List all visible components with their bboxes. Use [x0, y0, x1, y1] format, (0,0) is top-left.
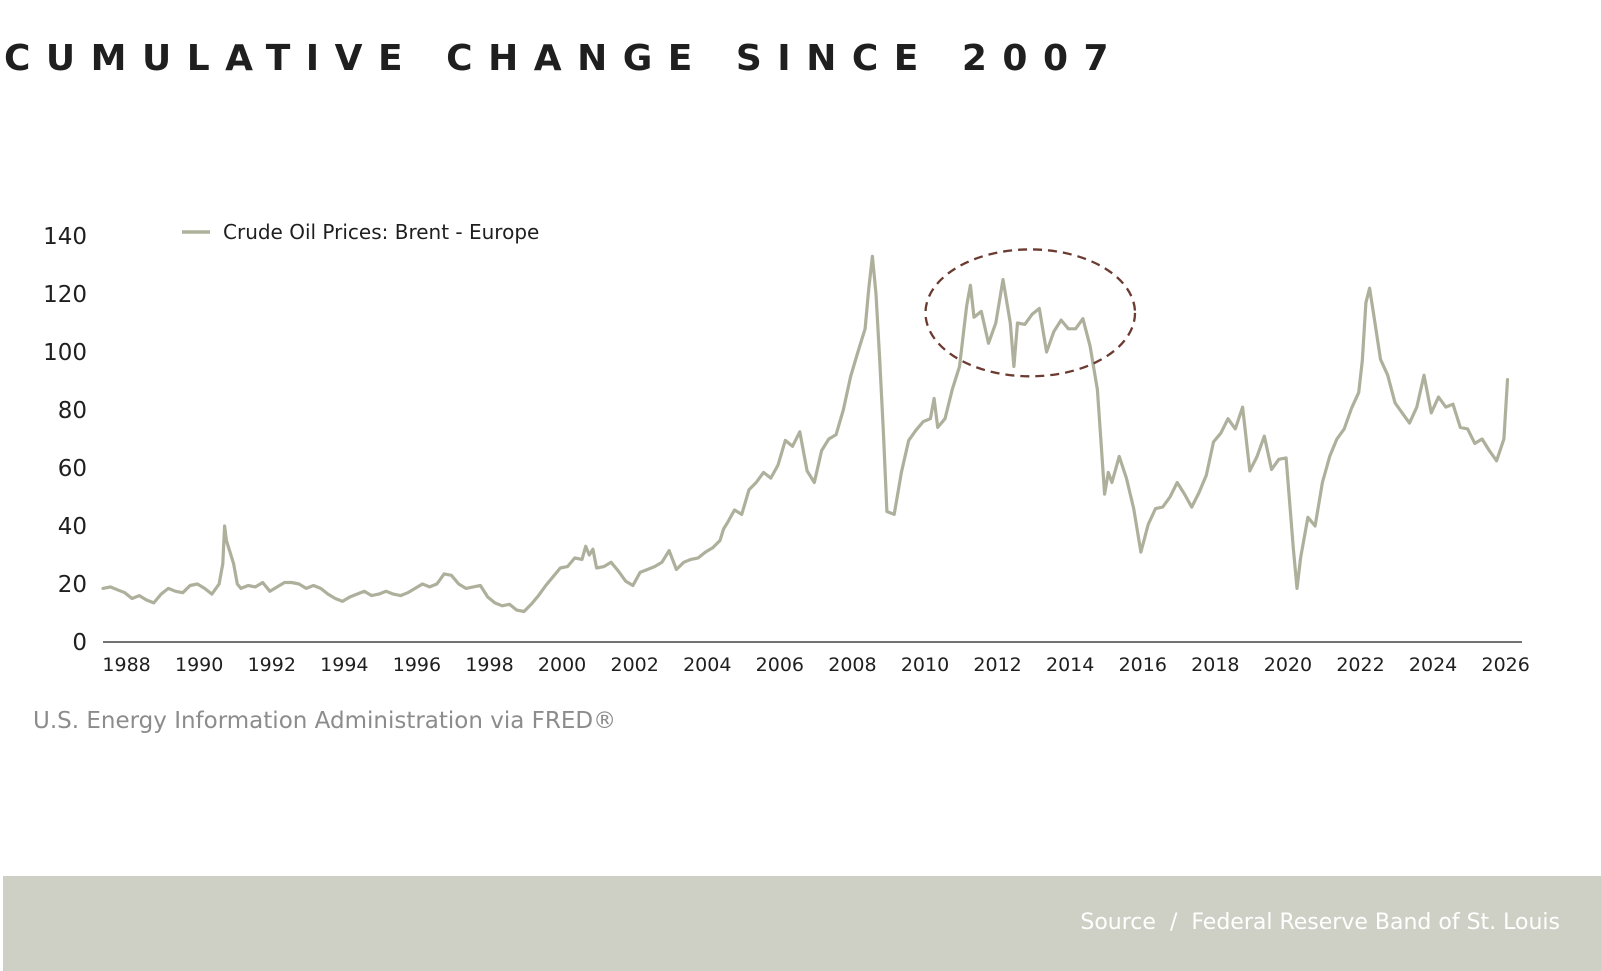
- x-tick-label: 1990: [175, 654, 223, 676]
- source-name: Federal Reserve Band of St. Louis: [1191, 910, 1560, 935]
- x-tick-label: 2020: [1264, 654, 1312, 676]
- y-tick-label: 80: [58, 398, 87, 424]
- x-tick-label: 1994: [320, 654, 368, 676]
- x-tick-label: 1988: [102, 654, 150, 676]
- footer-source: Source / Federal Reserve Band of St. Louis: [1080, 910, 1560, 935]
- x-axis-ticks: 1988 1990 1992 1994 1996 1998 2000 2002 2004 2006…: [102, 654, 1529, 676]
- x-tick-label: 2024: [1409, 654, 1457, 676]
- y-tick-label: 20: [58, 572, 87, 598]
- page-title: CUMULATIVE CHANGE SINCE 2007: [4, 38, 1125, 79]
- x-tick-label: 1996: [393, 654, 441, 676]
- x-tick-label: 2012: [973, 654, 1021, 676]
- data-credit: U.S. Energy Information Administration v…: [33, 708, 617, 734]
- source-label: Source: [1080, 910, 1156, 935]
- x-tick-label: 2022: [1336, 654, 1384, 676]
- footer-bar: Source / Federal Reserve Band of St. Louis: [3, 876, 1601, 971]
- x-tick-label: 1992: [248, 654, 296, 676]
- x-tick-label: 2004: [683, 654, 731, 676]
- y-tick-label: 0: [72, 630, 87, 656]
- y-tick-label: 120: [43, 282, 87, 308]
- x-tick-label: 2002: [610, 654, 658, 676]
- legend-label: Crude Oil Prices: Brent - Europe: [223, 220, 539, 244]
- x-tick-label: 2014: [1046, 654, 1094, 676]
- x-tick-label: 2010: [901, 654, 949, 676]
- y-tick-label: 140: [43, 224, 87, 250]
- source-separator: /: [1169, 910, 1178, 935]
- x-tick-label: 2026: [1481, 654, 1529, 676]
- x-tick-label: 2006: [756, 654, 804, 676]
- highlight-ellipse: [924, 248, 1137, 378]
- x-tick-label: 2008: [828, 654, 876, 676]
- x-tick-label: 2018: [1191, 654, 1239, 676]
- y-axis-ticks: 0 20 40 60 80 100 120 140: [43, 224, 87, 656]
- y-tick-label: 60: [58, 456, 87, 482]
- x-tick-label: 2000: [538, 654, 586, 676]
- legend: Crude Oil Prices: Brent - Europe: [182, 220, 539, 244]
- y-tick-label: 100: [43, 340, 87, 366]
- y-tick-label: 40: [58, 514, 87, 540]
- x-tick-label: 1998: [465, 654, 513, 676]
- series-line-brent: [101, 254, 1510, 614]
- x-tick-label: 2016: [1119, 654, 1167, 676]
